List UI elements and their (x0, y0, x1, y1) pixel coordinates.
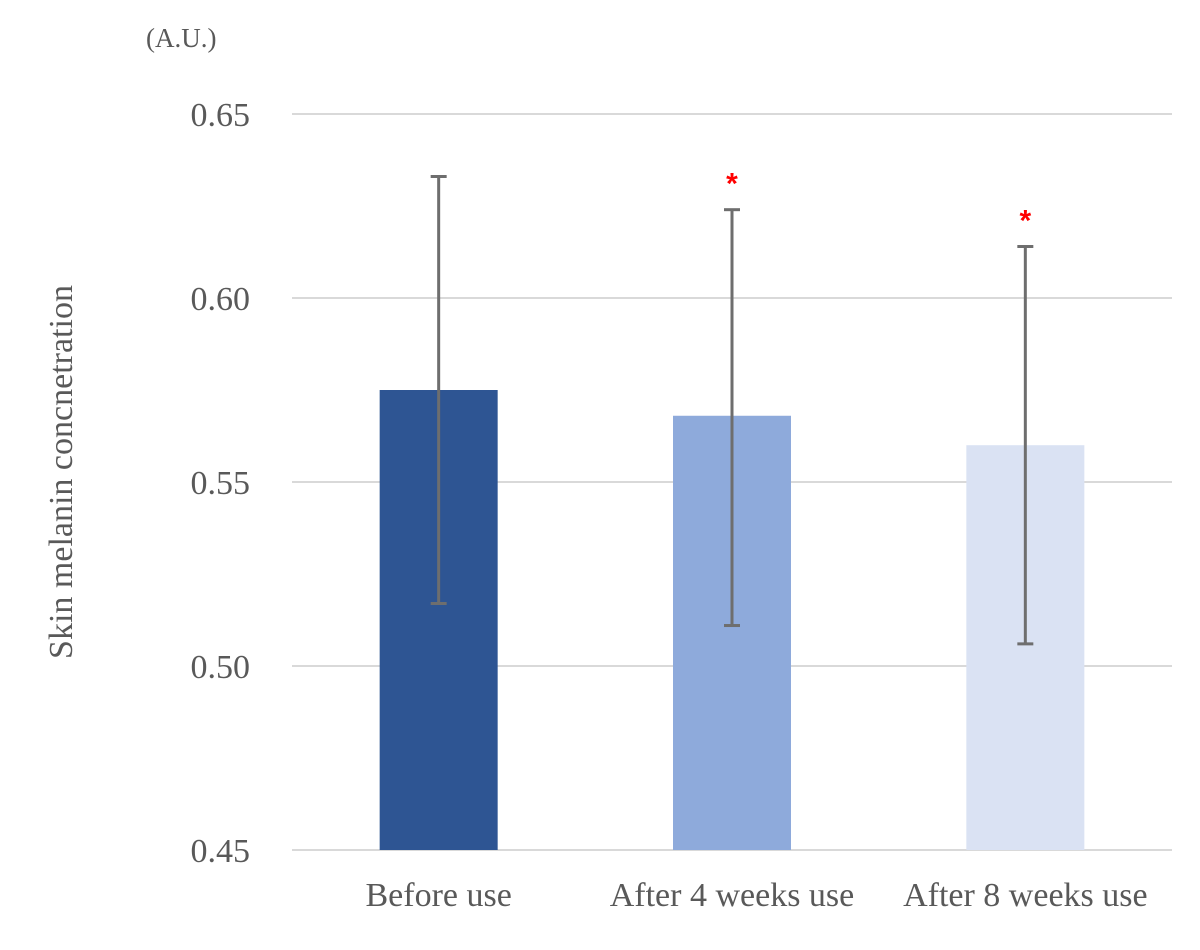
unit-label: (A.U.) (146, 23, 216, 53)
y-tick-label: 0.50 (191, 649, 251, 686)
significance-markers: ** (726, 168, 1031, 238)
x-category-label: After 4 weeks use (610, 877, 855, 914)
significance-marker: * (726, 168, 738, 201)
error-bars (430, 175, 1034, 646)
bars (379, 390, 1085, 850)
y-axis-ticks: 0.65 0.60 0.55 0.50 0.45 (191, 97, 251, 870)
x-category-label: After 8 weeks use (903, 877, 1148, 914)
error-bar (1017, 244, 1034, 646)
y-tick-label: 0.65 (191, 97, 251, 134)
error-bar (724, 208, 740, 628)
y-axis-label: Skin melanin concnetration (43, 285, 80, 659)
y-tick-label: 0.60 (191, 281, 251, 318)
x-axis-categories: Before use After 4 weeks use After 8 weeks… (366, 877, 1148, 914)
y-tick-label: 0.55 (191, 465, 251, 502)
y-tick-label: 0.45 (191, 833, 251, 870)
error-bar (430, 175, 447, 605)
significance-marker: * (1019, 204, 1031, 237)
x-category-label: Before use (366, 877, 512, 914)
